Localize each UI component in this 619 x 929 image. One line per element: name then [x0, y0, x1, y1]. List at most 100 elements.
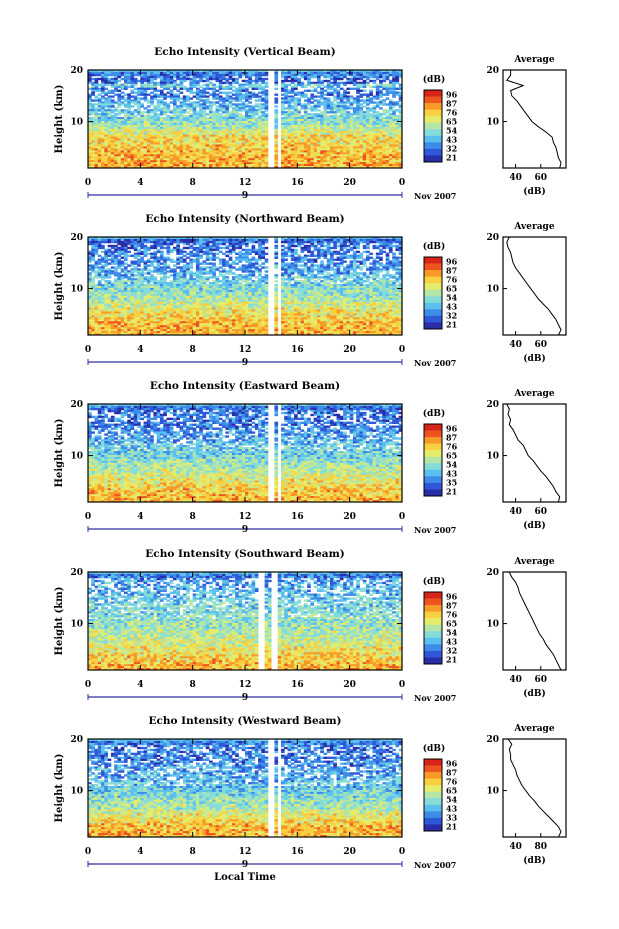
- heatmap-cell: [258, 115, 262, 118]
- heatmap-cell: [137, 89, 141, 92]
- heatmap-cell: [333, 162, 337, 165]
- heatmap-cell: [316, 79, 321, 83]
- heatmap-cell: [159, 126, 164, 130]
- heatmap-cell: [339, 132, 344, 136]
- heatmap-cell: [91, 111, 95, 114]
- heatmap-cell: [300, 117, 305, 120]
- heatmap-cell: [192, 164, 197, 167]
- heatmap-cell: [323, 113, 328, 116]
- heatmap-cell: [330, 71, 334, 75]
- heatmap-cell: [287, 162, 292, 165]
- heatmap-cell: [189, 142, 194, 145]
- heatmap-cell: [287, 109, 292, 112]
- heatmap-cell: [179, 85, 184, 89]
- heatmap-cell: [346, 120, 351, 124]
- heatmap-cell: [143, 124, 148, 128]
- heatmap-cell: [107, 254, 112, 257]
- heatmap-cell: [209, 138, 213, 141]
- heatmap-cell: [238, 160, 243, 163]
- heatmap-cell: [94, 146, 99, 149]
- heatmap-cell: [140, 122, 144, 126]
- heatmap-cell: [264, 85, 269, 89]
- heatmap-cell: [195, 166, 200, 169]
- heatmap-cell: [120, 117, 125, 120]
- heatmap-cell: [212, 119, 216, 122]
- heatmap-cell: [297, 166, 301, 169]
- heatmap-cell: [117, 79, 122, 83]
- heatmap-cell: [264, 156, 269, 159]
- heatmap-cell: [385, 103, 390, 106]
- heatmap-cell: [379, 75, 383, 79]
- heatmap-cell: [212, 95, 216, 98]
- heatmap-cell: [258, 107, 262, 110]
- heatmap-cell: [169, 109, 174, 112]
- heatmap-cell: [156, 160, 161, 163]
- heatmap-cell: [382, 113, 387, 116]
- heatmap-cell: [176, 132, 180, 136]
- heatmap-cell: [215, 107, 220, 110]
- heatmap-cell: [189, 77, 194, 81]
- heatmap-cell: [369, 128, 373, 132]
- heatmap-cell: [228, 85, 233, 89]
- heatmap-cell: [336, 117, 341, 120]
- heatmap-cell: [248, 79, 252, 83]
- heatmap-cell: [137, 87, 141, 90]
- heatmap-cell: [330, 111, 334, 114]
- heatmap-cell: [143, 126, 148, 130]
- heatmap-cell: [127, 142, 131, 145]
- heatmap-cell: [245, 117, 249, 120]
- heatmap-cell: [251, 93, 256, 96]
- heatmap-cell: [97, 117, 102, 120]
- heatmap-cell: [101, 130, 105, 134]
- heatmap-cell: [133, 109, 138, 112]
- heatmap-cell: [169, 73, 174, 77]
- heatmap-cell: [150, 70, 154, 73]
- heatmap-cell: [212, 154, 216, 157]
- heatmap-cell: [251, 70, 256, 73]
- heatmap-cell: [290, 85, 295, 89]
- heatmap-cell: [114, 160, 118, 163]
- heatmap-cell: [349, 95, 354, 98]
- heatmap-cell: [349, 103, 354, 106]
- heatmap-cell: [176, 113, 180, 116]
- heatmap-cell: [254, 142, 259, 145]
- heatmap-cell: [205, 83, 210, 87]
- heatmap-cell: [130, 134, 135, 138]
- heatmap-cell: [192, 101, 197, 104]
- heatmap-cell: [205, 166, 210, 169]
- heatmap-cell: [199, 160, 203, 163]
- heatmap-cell: [120, 122, 125, 126]
- heatmap-cell: [300, 103, 305, 106]
- heatmap-cell: [320, 156, 324, 159]
- heatmap-cell: [366, 152, 370, 155]
- heatmap-cell: [248, 164, 252, 167]
- heatmap-cell: [235, 150, 239, 153]
- heatmap-cell: [199, 89, 203, 92]
- heatmap-cell: [186, 134, 190, 138]
- heatmap-cell: [362, 120, 367, 124]
- heatmap-cell: [238, 109, 243, 112]
- heatmap-cell: [248, 101, 252, 104]
- heatmap-cell: [245, 99, 249, 102]
- heatmap-cell: [127, 75, 131, 79]
- heatmap-cell: [225, 105, 230, 108]
- heatmap-cell: [163, 71, 167, 75]
- heatmap-cell: [212, 75, 216, 79]
- heatmap-cell: [153, 107, 158, 110]
- heatmap-cell: [359, 70, 364, 73]
- heatmap-cell: [333, 117, 337, 120]
- heatmap-cell: [104, 111, 109, 114]
- heatmap-cell: [310, 89, 315, 92]
- heatmap-cell: [294, 140, 298, 143]
- heatmap-cell: [169, 93, 174, 96]
- heatmap-cell: [238, 136, 243, 139]
- heatmap-cell: [284, 115, 288, 118]
- heatmap-cell: [330, 117, 334, 120]
- heatmap-cell: [274, 99, 279, 102]
- heatmap-cell: [307, 73, 311, 77]
- heatmap-cell: [300, 158, 305, 161]
- heatmap-cell: [359, 71, 364, 75]
- heatmap-cell: [231, 122, 236, 126]
- heatmap-cell: [114, 164, 118, 167]
- heatmap-cell: [156, 115, 161, 118]
